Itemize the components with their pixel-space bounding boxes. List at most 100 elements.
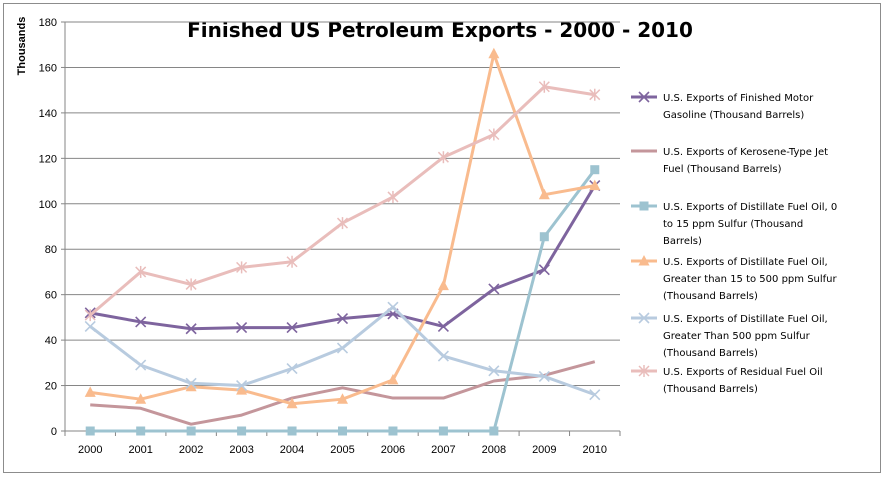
series-3 [85,165,600,436]
series-1 [84,180,601,335]
series-line [89,305,596,397]
data-point [388,426,398,436]
legend-item-4: U.S. Exports of Distillate Fuel Oil, Grea… [631,255,838,302]
legend-label: to 15 ppm Sulfur (Thousand [663,219,803,230]
data-point [136,426,146,436]
data-point-stroke [236,322,248,334]
data-point [489,426,499,436]
legend-label: U.S. Exports of Distillate Fuel Oil, [663,257,828,268]
data-point [488,47,500,59]
legend-swatch-marker [638,91,650,103]
data-point [286,322,298,334]
x-tick-label: 2009 [532,444,556,456]
data-point [185,278,197,291]
data-point [590,165,600,175]
data-point [589,179,601,191]
x-tick-label: 2007 [431,444,455,456]
data-point [338,426,347,436]
data-point [237,426,247,436]
data-point [538,370,550,383]
legend-label: U.S. Exports of Distillate Fuel Oil, [663,314,828,325]
legend-label: U.S. Exports of Residual Fuel Oil [663,367,823,378]
y-tick-label: 120 [39,153,57,165]
data-point [84,386,96,397]
data-point [488,283,500,295]
data-point [85,426,95,436]
data-point [336,342,349,354]
x-tick-label: 2004 [280,444,304,456]
data-point-stroke [336,342,349,354]
data-point-stroke [135,359,147,371]
y-tick-label: 80 [45,244,57,256]
data-point [589,389,601,401]
data-point [135,316,147,328]
legend-label: U.S. Exports of Distillate Fuel Oil, 0 [663,202,837,213]
y-tick-labels: 0 20 40 60 80 100 120 140 160 180 [39,17,57,438]
legend-label: Greater than 15 to 500 ppm Sulfur [663,274,838,285]
legend: U.S. Exports of Finished Motor Gasoline (… [631,91,838,395]
series-4 [84,47,601,409]
series-lines [84,47,601,436]
gridlines [65,21,620,387]
x-tick-label: 2010 [583,444,607,456]
data-point [437,279,449,291]
data-point-stroke [185,323,197,335]
legend-label: Gasoline (Thousand Barrels) [663,110,804,121]
data-point-stroke [437,350,449,362]
data-point [387,373,399,385]
y-tick-label: 160 [39,62,57,74]
data-point [589,88,601,101]
legend-label: Fuel (Thousand Barrels) [663,164,782,175]
data-point [236,379,248,392]
legend-label: Barrels) [663,236,702,247]
data-point [488,365,500,377]
series-line [90,360,596,426]
x-tick-label: 2008 [482,444,506,456]
data-point [185,380,197,392]
data-point-stroke [135,316,147,328]
data-point [337,393,348,404]
data-point [135,393,147,404]
data-point [135,265,147,278]
data-point-stroke [336,312,349,325]
data-point-stroke [488,365,500,377]
data-point [438,426,448,436]
x-tick-label: 2001 [128,444,152,456]
data-point-stroke [589,389,601,401]
data-point [437,350,449,362]
data-point [286,397,298,409]
data-point [387,301,399,313]
legend-swatch-marker [639,201,649,211]
y-tick-label: 0 [51,426,57,438]
data-point [84,309,96,322]
data-point [538,264,550,276]
data-point-stroke [488,283,500,295]
data-point [336,217,349,230]
data-point [287,426,297,436]
series-6 [84,80,601,322]
data-point [186,426,196,436]
data-point [437,320,449,333]
legend-item-3: U.S. Exports of Distillate Fuel Oil, 0 to… [631,201,837,247]
series-5 [84,301,601,401]
x-tick-label: 2000 [78,444,102,456]
data-point-stroke [84,320,96,333]
data-point [236,384,248,395]
axes [61,21,621,436]
legend-label: Greater Than 500 ppm Sulfur [663,331,811,342]
y-tick-label: 100 [39,199,57,211]
legend-swatch-marker-stroke [638,91,650,103]
x-tick-labels: 2000 2001 2002 2003 2004 2005 2006 2007 2008 2009… [78,444,607,456]
legend-swatch-marker-stroke [638,312,650,324]
data-point [538,188,550,200]
data-point [185,323,197,335]
legend-label: (Thousand Barrels) [663,291,758,302]
data-point [387,190,399,203]
legend-swatch-marker [638,365,650,377]
data-point-stroke [185,377,197,389]
legend-label: (Thousand Barrels) [663,348,758,359]
data-point [236,261,248,274]
legend-item-2: U.S. Exports of Kerosene-Type Jet Fuel (T… [631,147,828,175]
y-tick-label: 40 [45,335,57,347]
